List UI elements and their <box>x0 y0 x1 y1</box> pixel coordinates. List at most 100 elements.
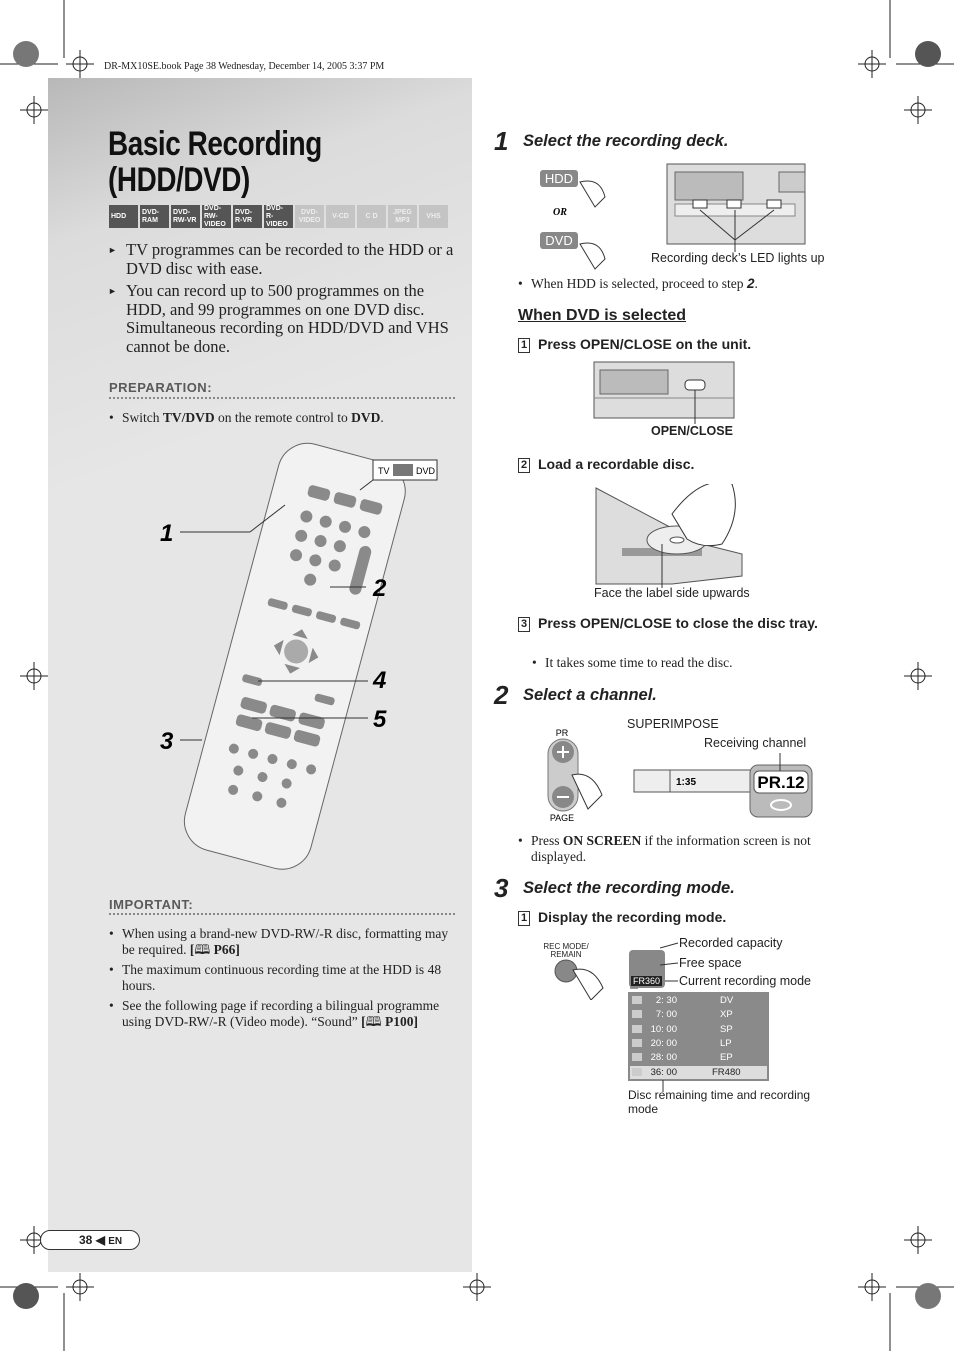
important-item: When using a brand-new DVD-RW/-R disc, f… <box>109 926 462 958</box>
deck-illustration: HDD DVD OR <box>540 163 806 270</box>
disc-badges: HDD DVD- RAM DVD- RW-VR DVD- RW-VIDEO DVD- R-VR D… <box>109 205 448 228</box>
disc-badge: DVD- RW-VR <box>171 205 200 228</box>
badge-line: C D <box>365 212 378 220</box>
disc-caption: Face the label side upwards <box>594 586 750 600</box>
mode-icon <box>632 996 642 1004</box>
hdd-button: HDD <box>545 171 573 186</box>
dvd-heading: When DVD is selected <box>518 307 687 324</box>
badge-line: DVD- <box>142 208 160 216</box>
mode-icon <box>632 1038 642 1047</box>
mode-row: 2: 30 DV <box>630 994 767 1007</box>
rec-mode-label: REC MODE/REMAIN <box>543 942 589 959</box>
substep: 1 Display the recording mode. <box>518 909 726 926</box>
badge-line: HDD <box>111 212 127 220</box>
divider <box>109 913 455 915</box>
callout: 1 <box>160 520 173 547</box>
dvd-button: DVD <box>545 233 572 248</box>
step1-note: When HDD is selected, proceed to step 2. <box>518 276 851 292</box>
indicator: FR360 <box>631 976 663 986</box>
time-display: 1:35 <box>676 777 696 788</box>
capacity-label: Current recording mode <box>679 974 812 988</box>
mode-name: EP <box>720 1052 733 1064</box>
mode-time: 2: 30 <box>655 995 677 1006</box>
mode-row: 7: 00 XP <box>630 1008 767 1021</box>
or-label: OR <box>553 207 567 218</box>
badge-line: MP3 <box>395 216 410 224</box>
led-caption: Recording deck’s LED lights up <box>651 251 825 265</box>
badge-line: DVD- <box>235 208 253 216</box>
disc-badge: JPEG MP3 <box>388 205 417 228</box>
step-number: 3 <box>494 873 509 903</box>
disc-badge: DVD- RW-VIDEO <box>202 205 231 228</box>
important-heading: IMPORTANT: <box>109 897 194 912</box>
channel-display: PR.12 <box>757 773 804 792</box>
divider <box>109 397 455 399</box>
mode-time: 28: 00 <box>650 1052 677 1064</box>
mode-time: 7: 00 <box>655 1009 677 1021</box>
badge-line: R-VR <box>235 216 253 224</box>
badge-line: DVD- <box>204 204 222 212</box>
mode-icon <box>632 1053 642 1062</box>
disc-badge: DVD- RAM <box>140 205 169 228</box>
substep: 3 Press OPEN/CLOSE to close the disc tray… <box>518 615 850 632</box>
disc-illustration <box>595 484 743 588</box>
mode-row: 28: 00 EP <box>630 1051 767 1064</box>
callout: 4 <box>372 667 386 694</box>
important-item: The maximum continuous recording time at… <box>109 962 462 994</box>
disc-badge: VHS <box>419 205 448 228</box>
disc-badge: DVD- R-VR <box>233 205 262 228</box>
substep: 1 Press OPEN/CLOSE on the unit. <box>518 336 751 353</box>
mode-icon <box>632 1067 642 1076</box>
page-footer: 38 ◀ EN <box>40 1230 140 1250</box>
capacity-label: Recorded capacity <box>679 936 783 950</box>
channel-illustration: PR PAGE 1:35 PR.12 <box>547 728 813 823</box>
badge-line: DVD- <box>173 208 191 216</box>
receiving-label: Receiving channel <box>704 736 807 750</box>
switch-label: DVD <box>416 466 436 476</box>
mode-icon <box>632 1010 642 1019</box>
switch-label: TV <box>378 466 390 476</box>
page-label: PAGE <box>550 813 574 823</box>
mode-name: XP <box>720 1009 733 1021</box>
step-title: Select a channel. <box>523 686 657 704</box>
openclose-caption: OPEN/CLOSE <box>651 424 733 438</box>
remote-illustration: TV DVD 1 2 4 5 3 <box>160 442 438 870</box>
title: Basic Recording (HDD/DVD) <box>108 125 322 199</box>
capacity-label: Free space <box>679 956 742 970</box>
disc-badge: DVD- R-VIDEO <box>264 205 293 228</box>
badge-line: DVD- <box>266 204 284 212</box>
callout: 2 <box>372 575 387 602</box>
pr-label: PR <box>556 728 569 738</box>
substep-note: It takes some time to read the disc. <box>532 655 885 671</box>
mode-icon <box>632 1024 642 1033</box>
callout: 5 <box>373 706 387 733</box>
disc-badge: DVD- VIDEO <box>295 205 324 228</box>
mode-row: 20: 00 LP <box>630 1037 767 1050</box>
badge-line: JPEG <box>393 208 412 216</box>
rec-mode-button <box>554 955 638 1000</box>
mode-table: 2: 30 DV 7: 00 XP 10: 00 SP 20: 00 LP 28: 00 EP 36… <box>628 992 769 1081</box>
mode-name: DV <box>720 995 734 1006</box>
step-title: Select the recording mode. <box>523 879 735 897</box>
preparation-heading: PREPARATION: <box>109 380 213 395</box>
intro: TV programmes can be recorded to the HDD… <box>108 240 456 356</box>
step-number: 1 <box>494 126 509 156</box>
mode-row: 10: 00 SP <box>630 1023 767 1036</box>
substep: 2 Load a recordable disc. <box>518 456 694 473</box>
file-info: DR-MX10SE.book Page 38 Wednesday, Decemb… <box>104 61 385 72</box>
preparation-item: Switch TV/DVD on the remote control to D… <box>109 410 462 426</box>
callout: 3 <box>160 728 174 755</box>
important-item: See the following page if recording a bi… <box>109 998 462 1030</box>
leader-lines <box>660 942 679 982</box>
badge-line: R-VIDEO <box>266 212 288 228</box>
step-number: 2 <box>494 680 509 710</box>
intro-item: You can record up to 500 programmes on t… <box>108 281 456 356</box>
disc-badge: V-CD <box>326 205 355 228</box>
leader-line <box>662 1080 664 1092</box>
mode-row: 36: 00 FR480 <box>630 1065 767 1079</box>
mode-time: 10: 00 <box>650 1023 677 1035</box>
badge-line: RW-VR <box>173 216 197 224</box>
badge-line: RW-VIDEO <box>204 212 226 228</box>
